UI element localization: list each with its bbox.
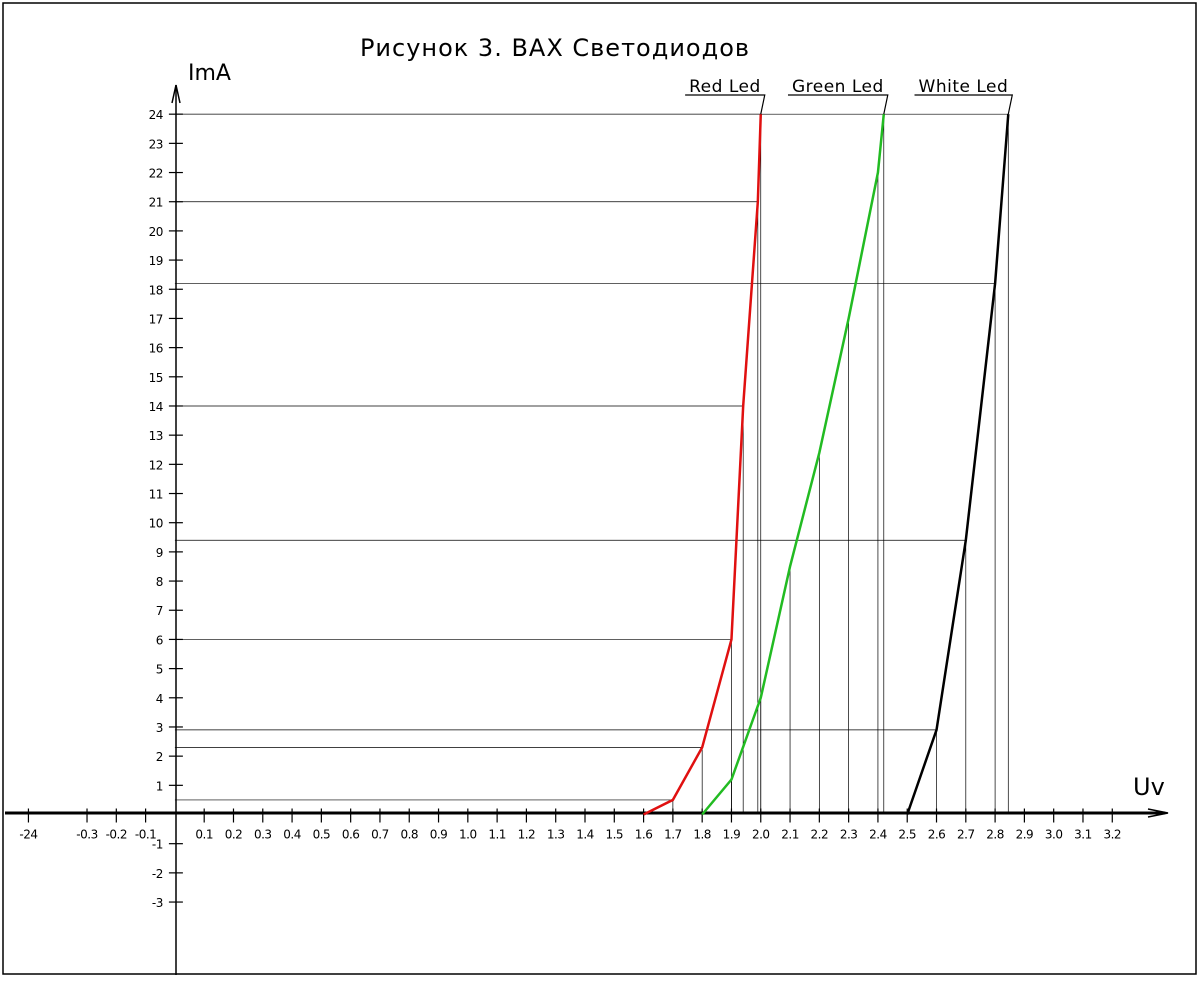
y-tick-label: -2 [152,867,163,881]
legend-leader [685,94,766,115]
series-line [906,114,1010,815]
y-tick-label: 10 [149,517,163,531]
y-tick-label: 21 [149,196,163,210]
x-axis-label: Uv [1133,773,1165,801]
x-tick-label: 0.7 [371,828,389,842]
x-tick-label: 1.9 [723,828,741,842]
y-tick-label: -3 [152,896,163,910]
x-tick-label: 2.4 [869,828,887,842]
x-tick-label: 2.5 [898,828,916,842]
y-tick-label: 17 [149,312,163,326]
x-tick-label: 1.8 [693,828,711,842]
y-arrow [171,84,181,104]
x-tick-label: 2.6 [928,828,946,842]
y-tick-label: 5 [156,663,163,677]
x-tick-label: 0.5 [313,828,331,842]
x-tick-label: -0.3 [76,828,97,842]
y-axis-label: ImA [188,61,231,86]
legend-leader [787,94,889,115]
y-tick-label: 4 [156,692,163,706]
x-tick-label: -24 [19,828,37,842]
x-tick-label: 0.1 [195,828,213,842]
x-tick-label: 3.0 [1045,828,1063,842]
x-tick-label: 2.7 [957,828,975,842]
y-tick-label: 3 [156,721,163,735]
y-tick-label: 16 [149,342,163,356]
x-tick-label: 2.1 [781,828,799,842]
x-tick-label: 1.4 [576,828,594,842]
y-tick-label: 22 [149,167,163,181]
x-tick-label: 0.4 [283,828,301,842]
x-tick-label: -0.2 [106,828,127,842]
x-tick-label: 3.2 [1103,828,1121,842]
x-tick-label: 1.6 [635,828,653,842]
y-tick-label: 13 [149,429,163,443]
x-tick-label: -0.1 [135,828,156,842]
legend-label: Green Led [792,77,884,97]
y-tick-label: 19 [149,254,163,268]
x-tick-label: 1.7 [664,828,682,842]
x-tick-label: 3.1 [1074,828,1092,842]
y-tick-label: 12 [149,458,163,472]
y-tick-label: 11 [149,488,163,502]
y-tick-label: 8 [156,575,163,589]
y-tick-label: 14 [149,400,163,414]
y-tick-label: 7 [156,604,163,618]
x-tick-label: 0.9 [430,828,448,842]
x-arrow [1147,808,1169,818]
x-tick-label: 1.3 [547,828,565,842]
legend-leader [914,94,1014,115]
x-tick-label: 2.0 [752,828,770,842]
y-tick-label: 23 [149,137,163,151]
y-tick-label: -1 [152,838,163,852]
x-tick-label: 0.2 [225,828,243,842]
guides [174,113,1009,815]
x-tick-label: 0.3 [254,828,272,842]
x-tick-label: 1.2 [518,828,536,842]
y-tick-label: 20 [149,225,163,239]
legend-label: White Led [919,77,1009,97]
x-tick-label: 2.3 [840,828,858,842]
y-tick-label: 15 [149,371,163,385]
y-tick-label: 1 [156,779,163,793]
legend-label: Red Led [689,77,761,97]
y-tick-label: 6 [156,633,163,647]
x-tick-label: 2.2 [811,828,829,842]
y-tick-label: 9 [156,546,163,560]
chart-title: Рисунок 3. ВАХ Светодиодов [360,34,750,62]
x-tick-label: 1.0 [459,828,477,842]
y-tick-label: 24 [149,108,163,122]
x-tick-label: 1.5 [605,828,623,842]
series-line [643,114,763,816]
x-tick-label: 0.6 [342,828,360,842]
x-tick-label: 1.1 [488,828,506,842]
x-tick-label: 0.8 [400,828,418,842]
y-tick-label: 18 [149,283,163,297]
x-tick-label: 2.9 [1016,828,1034,842]
y-tick-label: 2 [156,750,163,764]
x-tick-label: 2.8 [986,828,1004,842]
series-line [701,114,886,816]
